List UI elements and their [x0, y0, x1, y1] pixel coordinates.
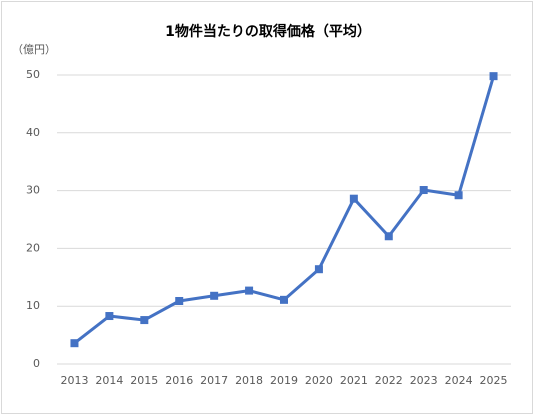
- data-point: [245, 286, 254, 295]
- chart-title: 1物件当たりの取得価格（平均）: [165, 23, 371, 40]
- y-axis-label: （億円）: [12, 43, 56, 56]
- x-tick-label: 2020: [305, 374, 333, 387]
- data-point: [105, 312, 114, 321]
- data-point: [210, 291, 219, 300]
- x-tick-label: 2024: [445, 374, 473, 387]
- data-point: [140, 316, 149, 325]
- data-point: [314, 265, 323, 274]
- y-tick-label: 30: [26, 184, 40, 197]
- data-point: [419, 186, 428, 195]
- y-tick-label: 10: [26, 299, 40, 312]
- y-tick-label: 50: [26, 68, 40, 81]
- x-tick-label: 2018: [235, 374, 263, 387]
- y-tick-label: 0: [33, 357, 40, 370]
- y-tick-label: 40: [26, 126, 40, 139]
- data-point: [384, 232, 393, 241]
- data-point: [175, 296, 184, 305]
- x-tick-label: 2017: [200, 374, 228, 387]
- y-tick-label: 20: [26, 241, 40, 254]
- x-tick-label: 2016: [165, 374, 193, 387]
- x-tick-label: 2015: [130, 374, 158, 387]
- x-tick-label: 2019: [270, 374, 298, 387]
- data-point: [280, 295, 288, 304]
- data-point: [489, 72, 498, 81]
- x-tick-label: 2022: [375, 374, 403, 387]
- data-point: [349, 194, 358, 203]
- x-tick-label: 2021: [340, 374, 368, 387]
- x-tick-label: 2014: [95, 374, 123, 387]
- x-tick-label: 2025: [480, 374, 508, 387]
- data-point: [70, 339, 79, 348]
- x-tick-label: 2013: [60, 374, 88, 387]
- data-point: [454, 191, 463, 200]
- x-tick-label: 2023: [410, 374, 438, 387]
